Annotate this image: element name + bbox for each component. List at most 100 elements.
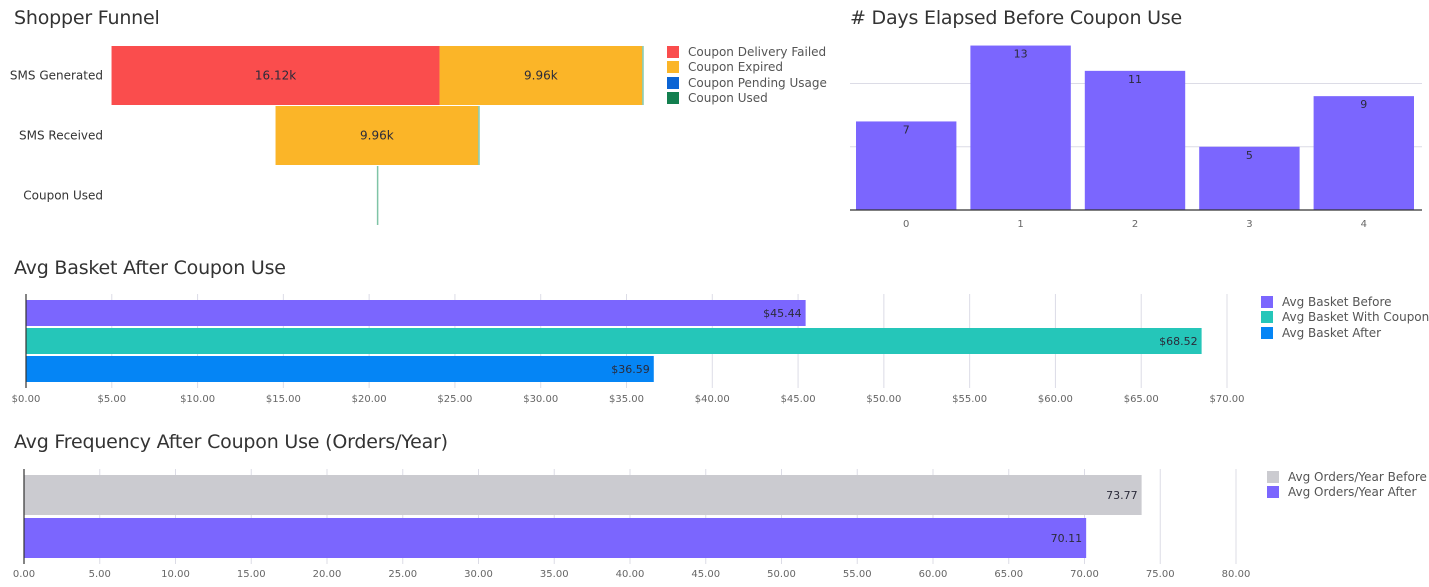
legend-label: Avg Basket Before xyxy=(1282,294,1392,309)
x-tick-label: $45.00 xyxy=(781,394,816,405)
x-tick-label: $20.00 xyxy=(352,394,387,405)
x-tick-label: 4 xyxy=(1361,219,1367,230)
x-tick-label: 2 xyxy=(1132,219,1138,230)
bar-value-label: $68.52 xyxy=(1159,335,1198,348)
legend-item[interactable]: Avg Orders/Year Before xyxy=(1267,469,1427,485)
frequency-legend: Avg Orders/Year Before Avg Orders/Year Af… xyxy=(1267,469,1427,500)
x-tick-label: 0 xyxy=(903,219,909,230)
x-tick-label: 30.00 xyxy=(464,569,493,580)
frequency-chart: 0.00 5.00 10.00 15.00 20.00 25.00 30.00 35.00 40… xyxy=(13,469,1250,580)
legend-label: Coupon Pending Usage xyxy=(688,75,827,90)
legend-item[interactable]: Avg Orders/Year After xyxy=(1267,485,1427,501)
legend-swatch xyxy=(1261,311,1273,324)
bar-value-label: 5 xyxy=(1246,149,1253,162)
x-tick-label: $15.00 xyxy=(266,394,301,405)
legend-item[interactable]: Avg Basket Before xyxy=(1261,294,1429,310)
x-tick-label: 50.00 xyxy=(767,569,796,580)
x-tick-label: $40.00 xyxy=(695,394,730,405)
legend-swatch xyxy=(667,76,679,89)
funnel-chart-title: Shopper Funnel xyxy=(14,7,160,29)
legend-item[interactable]: Coupon Expired xyxy=(667,60,827,76)
histogram-bar xyxy=(970,45,1071,210)
funnel-chart: SMS Generated 16.12k 9.96k SMS Received 9.96… xyxy=(10,46,644,225)
funnel-legend: Coupon Delivery Failed Coupon Expired Coup… xyxy=(667,44,827,106)
legend-swatch xyxy=(667,61,679,74)
basket-legend: Avg Basket Before Avg Basket With Coupon A… xyxy=(1261,294,1429,341)
histogram-bar xyxy=(1084,70,1186,210)
funnel-segment xyxy=(478,106,480,165)
legend-swatch xyxy=(667,45,679,58)
x-tick-label: 35.00 xyxy=(540,569,569,580)
legend-swatch xyxy=(1267,486,1279,499)
funnel-data-label: 9.96k xyxy=(524,69,558,83)
legend-item[interactable]: Coupon Used xyxy=(667,91,827,107)
x-tick-label: 1 xyxy=(1017,219,1023,230)
bar xyxy=(26,300,806,326)
legend-item[interactable]: Coupon Delivery Failed xyxy=(667,44,827,60)
bar-value-label: 9 xyxy=(1360,98,1367,111)
funnel-segment xyxy=(275,106,479,165)
x-tick-label: $65.00 xyxy=(1124,394,1159,405)
funnel-category-label: Coupon Used xyxy=(23,189,103,203)
x-tick-label: 70.00 xyxy=(1070,569,1099,580)
legend-swatch xyxy=(1267,470,1279,483)
legend-label: Avg Orders/Year After xyxy=(1288,485,1417,500)
bar xyxy=(24,475,1142,515)
x-tick-label: $55.00 xyxy=(952,394,987,405)
x-tick-label: 65.00 xyxy=(994,569,1023,580)
histogram-bar xyxy=(1199,146,1300,210)
funnel-data-label: 16.12k xyxy=(255,69,296,83)
x-tick-label: 0.00 xyxy=(13,569,35,580)
bar xyxy=(26,356,654,382)
x-tick-label: 60.00 xyxy=(919,569,948,580)
funnel-segment xyxy=(642,46,644,105)
x-tick-label: 15.00 xyxy=(237,569,266,580)
bar-value-label: 73.77 xyxy=(1106,489,1138,502)
x-tick-label: 25.00 xyxy=(388,569,417,580)
legend-label: Avg Basket With Coupon xyxy=(1282,310,1429,325)
funnel-data-label: 9.96k xyxy=(360,129,394,143)
bar-value-label: $36.59 xyxy=(611,363,650,376)
x-tick-label: 45.00 xyxy=(691,569,720,580)
x-tick-label: $25.00 xyxy=(437,394,472,405)
frequency-chart-title: Avg Frequency After Coupon Use (Orders/Y… xyxy=(14,431,448,453)
legend-swatch xyxy=(1261,326,1273,339)
funnel-category-label: SMS Received xyxy=(19,129,103,143)
legend-item[interactable]: Avg Basket With Coupon xyxy=(1261,310,1429,326)
bar-value-label: 70.11 xyxy=(1051,532,1083,545)
legend-label: Coupon Expired xyxy=(688,60,784,75)
days-chart-title: # Days Elapsed Before Coupon Use xyxy=(850,7,1183,29)
legend-item[interactable]: Coupon Pending Usage xyxy=(667,75,827,91)
x-tick-label: $50.00 xyxy=(866,394,901,405)
bar xyxy=(24,518,1087,558)
legend-item[interactable]: Avg Basket After xyxy=(1261,325,1429,341)
bar-value-label: $45.44 xyxy=(763,307,802,320)
funnel-category-label: SMS Generated xyxy=(10,69,103,83)
legend-label: Coupon Used xyxy=(688,91,768,106)
x-tick-label: $5.00 xyxy=(97,394,126,405)
x-tick-label: 5.00 xyxy=(89,569,111,580)
bar-value-label: 13 xyxy=(1014,48,1028,61)
legend-label: Avg Orders/Year Before xyxy=(1288,469,1427,484)
x-tick-label: 80.00 xyxy=(1222,569,1251,580)
x-tick-label: 75.00 xyxy=(1146,569,1175,580)
x-tick-label: $70.00 xyxy=(1210,394,1245,405)
histogram-bar xyxy=(856,121,957,210)
bar-value-label: 11 xyxy=(1128,73,1142,86)
x-tick-label: 10.00 xyxy=(161,569,190,580)
x-tick-label: $10.00 xyxy=(180,394,215,405)
x-tick-label: $60.00 xyxy=(1038,394,1073,405)
funnel-segment xyxy=(111,46,440,105)
x-tick-label: 20.00 xyxy=(313,569,342,580)
legend-label: Coupon Delivery Failed xyxy=(688,44,827,59)
funnel-segment xyxy=(376,166,379,225)
bar xyxy=(26,328,1202,354)
legend-swatch xyxy=(667,92,679,105)
basket-chart-title: Avg Basket After Coupon Use xyxy=(14,257,286,279)
x-tick-label: 3 xyxy=(1246,219,1252,230)
histogram-bar xyxy=(1313,96,1414,210)
legend-swatch xyxy=(1261,295,1273,308)
legend-label: Avg Basket After xyxy=(1282,325,1382,340)
